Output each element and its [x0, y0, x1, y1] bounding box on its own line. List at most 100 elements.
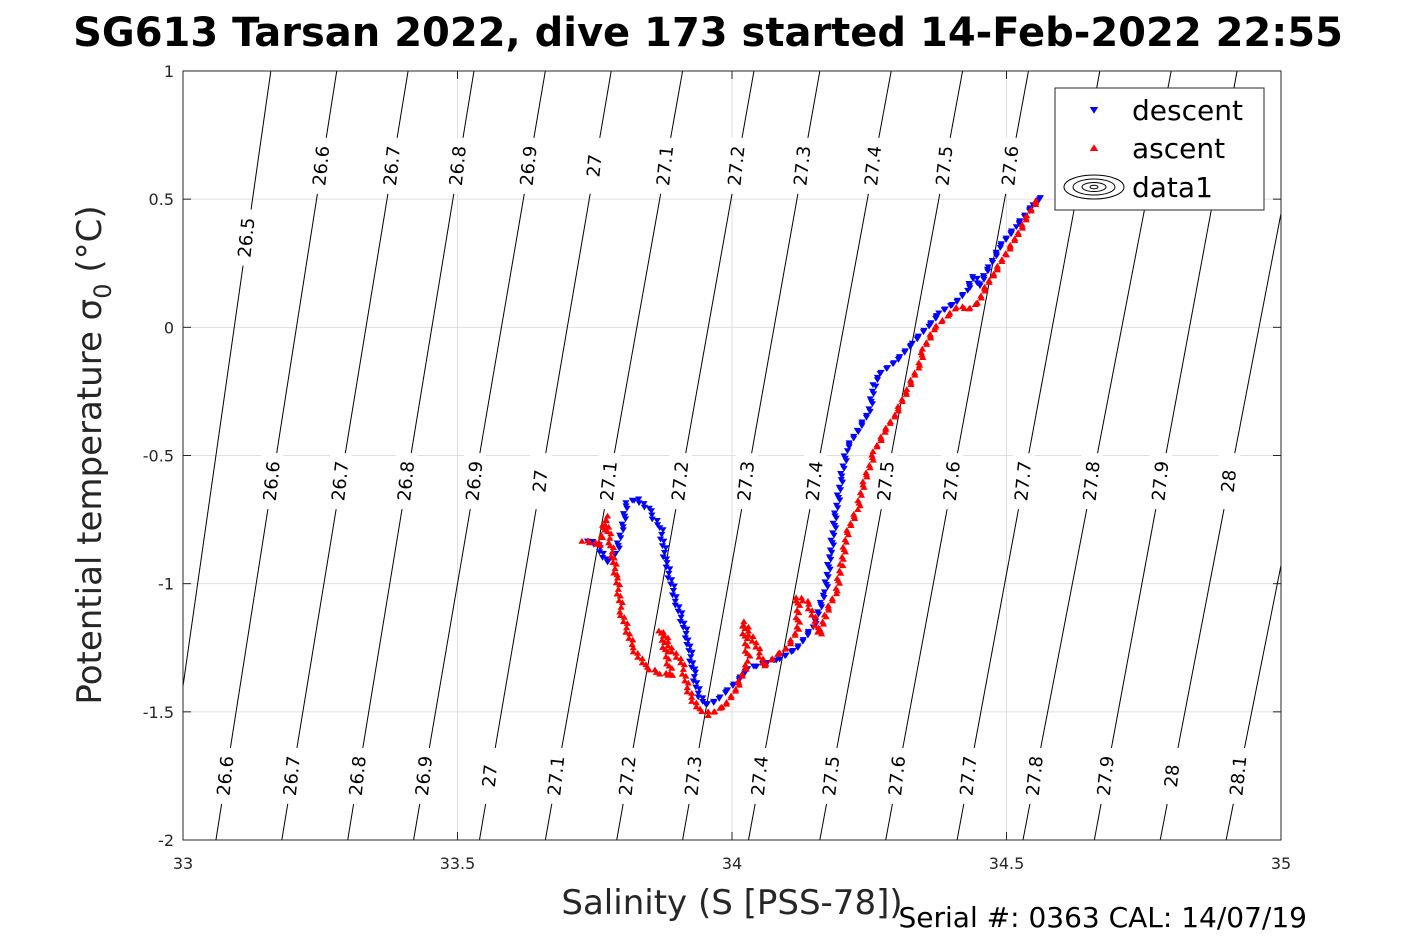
- ascent-point: [960, 305, 969, 312]
- descent-point: [622, 503, 630, 510]
- contour-label: 27.5: [874, 460, 899, 502]
- ascent-point: [616, 581, 624, 588]
- ascent-point: [608, 548, 616, 555]
- ascent-point: [792, 594, 800, 601]
- ascent-point: [1018, 221, 1026, 227]
- descent-point: [877, 369, 885, 376]
- descent-point: [1016, 218, 1024, 224]
- ascent-point: [614, 574, 622, 581]
- descent-point: [687, 654, 695, 660]
- ascent-point: [915, 359, 923, 366]
- y-tick-label: -1: [158, 575, 174, 594]
- descent-point: [653, 522, 662, 528]
- ascent-point: [828, 595, 836, 602]
- descent-point: [829, 530, 837, 537]
- ascent-point: [698, 708, 706, 715]
- ascent-point: [732, 685, 740, 692]
- contour-label: 26.5: [235, 217, 260, 259]
- descent-point: [953, 297, 962, 304]
- contour-label: 27.5: [932, 145, 957, 187]
- legend-label: data1: [1132, 171, 1213, 204]
- descent-point: [669, 587, 678, 594]
- descent-point: [662, 564, 670, 571]
- ascent-point: [656, 670, 664, 677]
- descent-point: [684, 637, 692, 644]
- ascent-point: [755, 653, 763, 660]
- descent-point: [619, 527, 627, 534]
- descent-point: [695, 686, 703, 693]
- descent-point: [723, 687, 732, 694]
- contour-label: 27.4: [803, 460, 828, 502]
- descent-point: [862, 412, 871, 419]
- ascent-point: [738, 670, 746, 677]
- contour-label-gap: [479, 747, 502, 804]
- contour-label-gap: [447, 137, 470, 194]
- descent-point: [837, 471, 845, 477]
- contour-label: 27.8: [1023, 755, 1048, 797]
- ascent-point: [740, 622, 748, 629]
- descent-point: [683, 626, 691, 633]
- descent-point: [667, 577, 676, 583]
- ascent-point: [836, 561, 844, 567]
- descent-point: [804, 629, 813, 635]
- descent-point: [686, 643, 694, 650]
- ascent-point: [903, 386, 911, 392]
- ascent-point: [645, 666, 653, 673]
- ascent-point: [1006, 241, 1014, 248]
- ascent-point: [859, 478, 867, 485]
- contour-label-gap: [1218, 453, 1241, 510]
- ascent-point: [681, 677, 689, 684]
- descent-point: [819, 592, 827, 599]
- ascent-point: [759, 655, 767, 662]
- ascent-point: [743, 657, 752, 664]
- ascent-point: [798, 597, 807, 604]
- contour-label: 28: [1161, 763, 1184, 788]
- contour-label-gap: [215, 747, 238, 804]
- contour-label: 27.4: [861, 145, 886, 187]
- contour-label-gap: [1227, 747, 1250, 804]
- legend-contour-icon: [1089, 184, 1099, 190]
- descent-point: [659, 527, 667, 534]
- ascent-point: [672, 654, 680, 660]
- ascent-point: [882, 424, 890, 431]
- ascent-point: [846, 520, 855, 526]
- descent-point: [965, 281, 973, 287]
- ascent-point: [613, 571, 621, 578]
- descent-point: [690, 674, 698, 680]
- ascent-point: [634, 654, 642, 660]
- contour-label: 27: [583, 153, 606, 178]
- descent-point: [1012, 224, 1020, 231]
- ascent-point: [791, 630, 799, 636]
- contour-label: 27.4: [748, 755, 773, 797]
- ascent-point: [869, 448, 877, 454]
- ascent-point: [752, 643, 760, 650]
- ascent-point: [629, 644, 637, 651]
- ascent-point: [659, 629, 667, 635]
- contour-label: 28.1: [1226, 755, 1251, 797]
- contour-label: 26.9: [412, 755, 437, 797]
- descent-point: [675, 604, 683, 611]
- descent-point: [668, 592, 677, 599]
- y-tick-label: 0: [164, 318, 174, 337]
- ascent-point: [756, 645, 764, 652]
- descent-point: [984, 264, 992, 271]
- legend-label: ascent: [1132, 132, 1225, 165]
- ascent-point: [932, 322, 940, 329]
- series-descent: [583, 195, 1044, 708]
- contour-label: 26.7: [380, 145, 405, 187]
- descent-point: [816, 599, 824, 606]
- contour-label-gap: [329, 453, 352, 510]
- ascent-point: [811, 618, 819, 624]
- descent-point: [648, 516, 656, 523]
- descent-point: [1036, 195, 1044, 201]
- contour-label-gap: [886, 747, 909, 804]
- descent-point: [908, 340, 916, 347]
- contour-label-gap: [236, 209, 259, 266]
- descent-point: [752, 663, 761, 670]
- ascent-point: [911, 369, 919, 376]
- ascent-point: [1011, 235, 1019, 242]
- ascent-point: [776, 649, 784, 656]
- descent-point: [794, 643, 802, 650]
- contour-label-gap: [545, 747, 568, 804]
- ascent-point: [1032, 197, 1040, 204]
